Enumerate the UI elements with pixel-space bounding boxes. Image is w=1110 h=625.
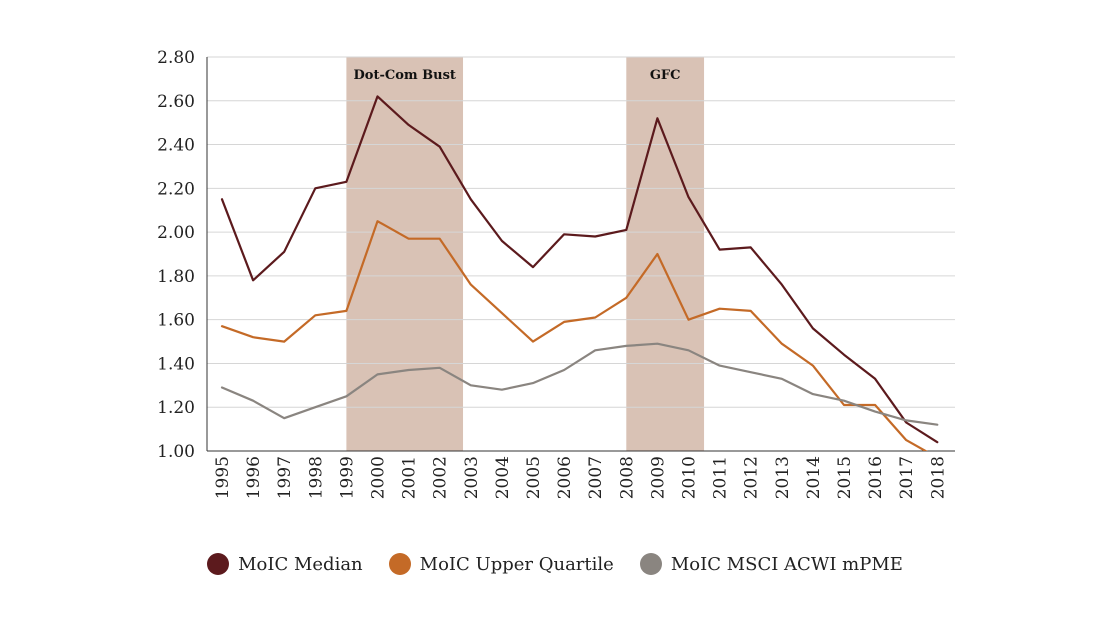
y-tick-label-4: 1.80 bbox=[157, 267, 195, 287]
x-tick-labels: 1995 1996 1997 1998 1999 2000 2001 2002 2003 2004… bbox=[213, 456, 948, 499]
x-tick-label-2012: 2012 bbox=[742, 456, 762, 499]
legend-item-mpme: MoIC MSCI ACWI mPME bbox=[639, 553, 903, 575]
x-tick-label-1995: 1995 bbox=[213, 456, 233, 499]
legend-swatch-median bbox=[207, 553, 230, 575]
x-tick-label-2006: 2006 bbox=[555, 456, 575, 499]
series-lines bbox=[220, 95, 939, 451]
series-line-0 bbox=[220, 95, 939, 444]
x-tick-label-2011: 2011 bbox=[711, 456, 731, 499]
x-tick-label-2009: 2009 bbox=[648, 456, 668, 499]
y-tick-label-8: 2.60 bbox=[157, 92, 195, 112]
y-tick-label-5: 2.00 bbox=[157, 223, 195, 243]
shaded-period-label-0: Dot-Com Bust bbox=[354, 68, 456, 83]
legend-swatch-upper-quartile bbox=[388, 553, 411, 575]
x-tick-label-1998: 1998 bbox=[306, 456, 326, 499]
x-tick-label-2017: 2017 bbox=[897, 456, 917, 499]
x-tick-label-2016: 2016 bbox=[866, 456, 886, 499]
x-tick-label-2010: 2010 bbox=[680, 456, 700, 499]
shaded-period-1 bbox=[626, 57, 705, 451]
shaded-period-0 bbox=[346, 57, 464, 451]
x-tick-label-1997: 1997 bbox=[275, 456, 295, 499]
x-tick-label-2008: 2008 bbox=[617, 456, 637, 499]
x-tick-label-2018: 2018 bbox=[928, 456, 948, 499]
x-tick-label-2007: 2007 bbox=[586, 456, 606, 499]
y-tick-label-0: 1.00 bbox=[157, 442, 195, 462]
legend-item-median: MoIC Median bbox=[207, 553, 363, 575]
axes bbox=[206, 57, 955, 452]
x-tick-label-2005: 2005 bbox=[524, 456, 544, 499]
legend-label-upper-quartile: MoIC Upper Quartile bbox=[419, 553, 614, 575]
x-tick-label-1999: 1999 bbox=[337, 456, 357, 499]
y-tick-label-9: 2.80 bbox=[157, 48, 195, 68]
legend-swatch-mpme bbox=[639, 553, 662, 575]
x-tick-label-2015: 2015 bbox=[835, 456, 855, 499]
series-line-1 bbox=[220, 220, 928, 451]
y-tick-labels: 1.00 1.20 1.40 1.60 1.80 2.00 2.20 2.40 2.60 2.80 bbox=[157, 48, 195, 462]
x-tick-label-2000: 2000 bbox=[369, 456, 389, 499]
x-tick-label-2002: 2002 bbox=[431, 456, 451, 499]
y-tick-label-1: 1.20 bbox=[157, 398, 195, 418]
x-tick-label-2013: 2013 bbox=[773, 456, 793, 499]
legend: MoIC Median MoIC Upper Quartile MoIC MSC… bbox=[0, 553, 1110, 575]
y-tick-label-3: 1.60 bbox=[157, 311, 195, 331]
y-tick-label-7: 2.40 bbox=[157, 136, 195, 156]
series-line-2 bbox=[220, 342, 939, 426]
y-tick-label-6: 2.20 bbox=[157, 179, 195, 199]
x-tick-label-2001: 2001 bbox=[400, 456, 420, 499]
shaded-period-label-1: GFC bbox=[650, 68, 681, 83]
x-tick-label-2003: 2003 bbox=[462, 456, 482, 499]
x-tick-label-2004: 2004 bbox=[493, 456, 513, 499]
legend-label-median: MoIC Median bbox=[238, 553, 363, 575]
legend-label-mpme: MoIC MSCI ACWI mPME bbox=[670, 553, 903, 575]
x-tick-label-1996: 1996 bbox=[244, 456, 264, 499]
legend-item-upper-quartile: MoIC Upper Quartile bbox=[388, 553, 614, 575]
x-tick-label-2014: 2014 bbox=[804, 456, 824, 499]
y-tick-label-2: 1.40 bbox=[157, 354, 195, 374]
shaded-period-labels: Dot-Com Bust GFC bbox=[354, 68, 681, 83]
